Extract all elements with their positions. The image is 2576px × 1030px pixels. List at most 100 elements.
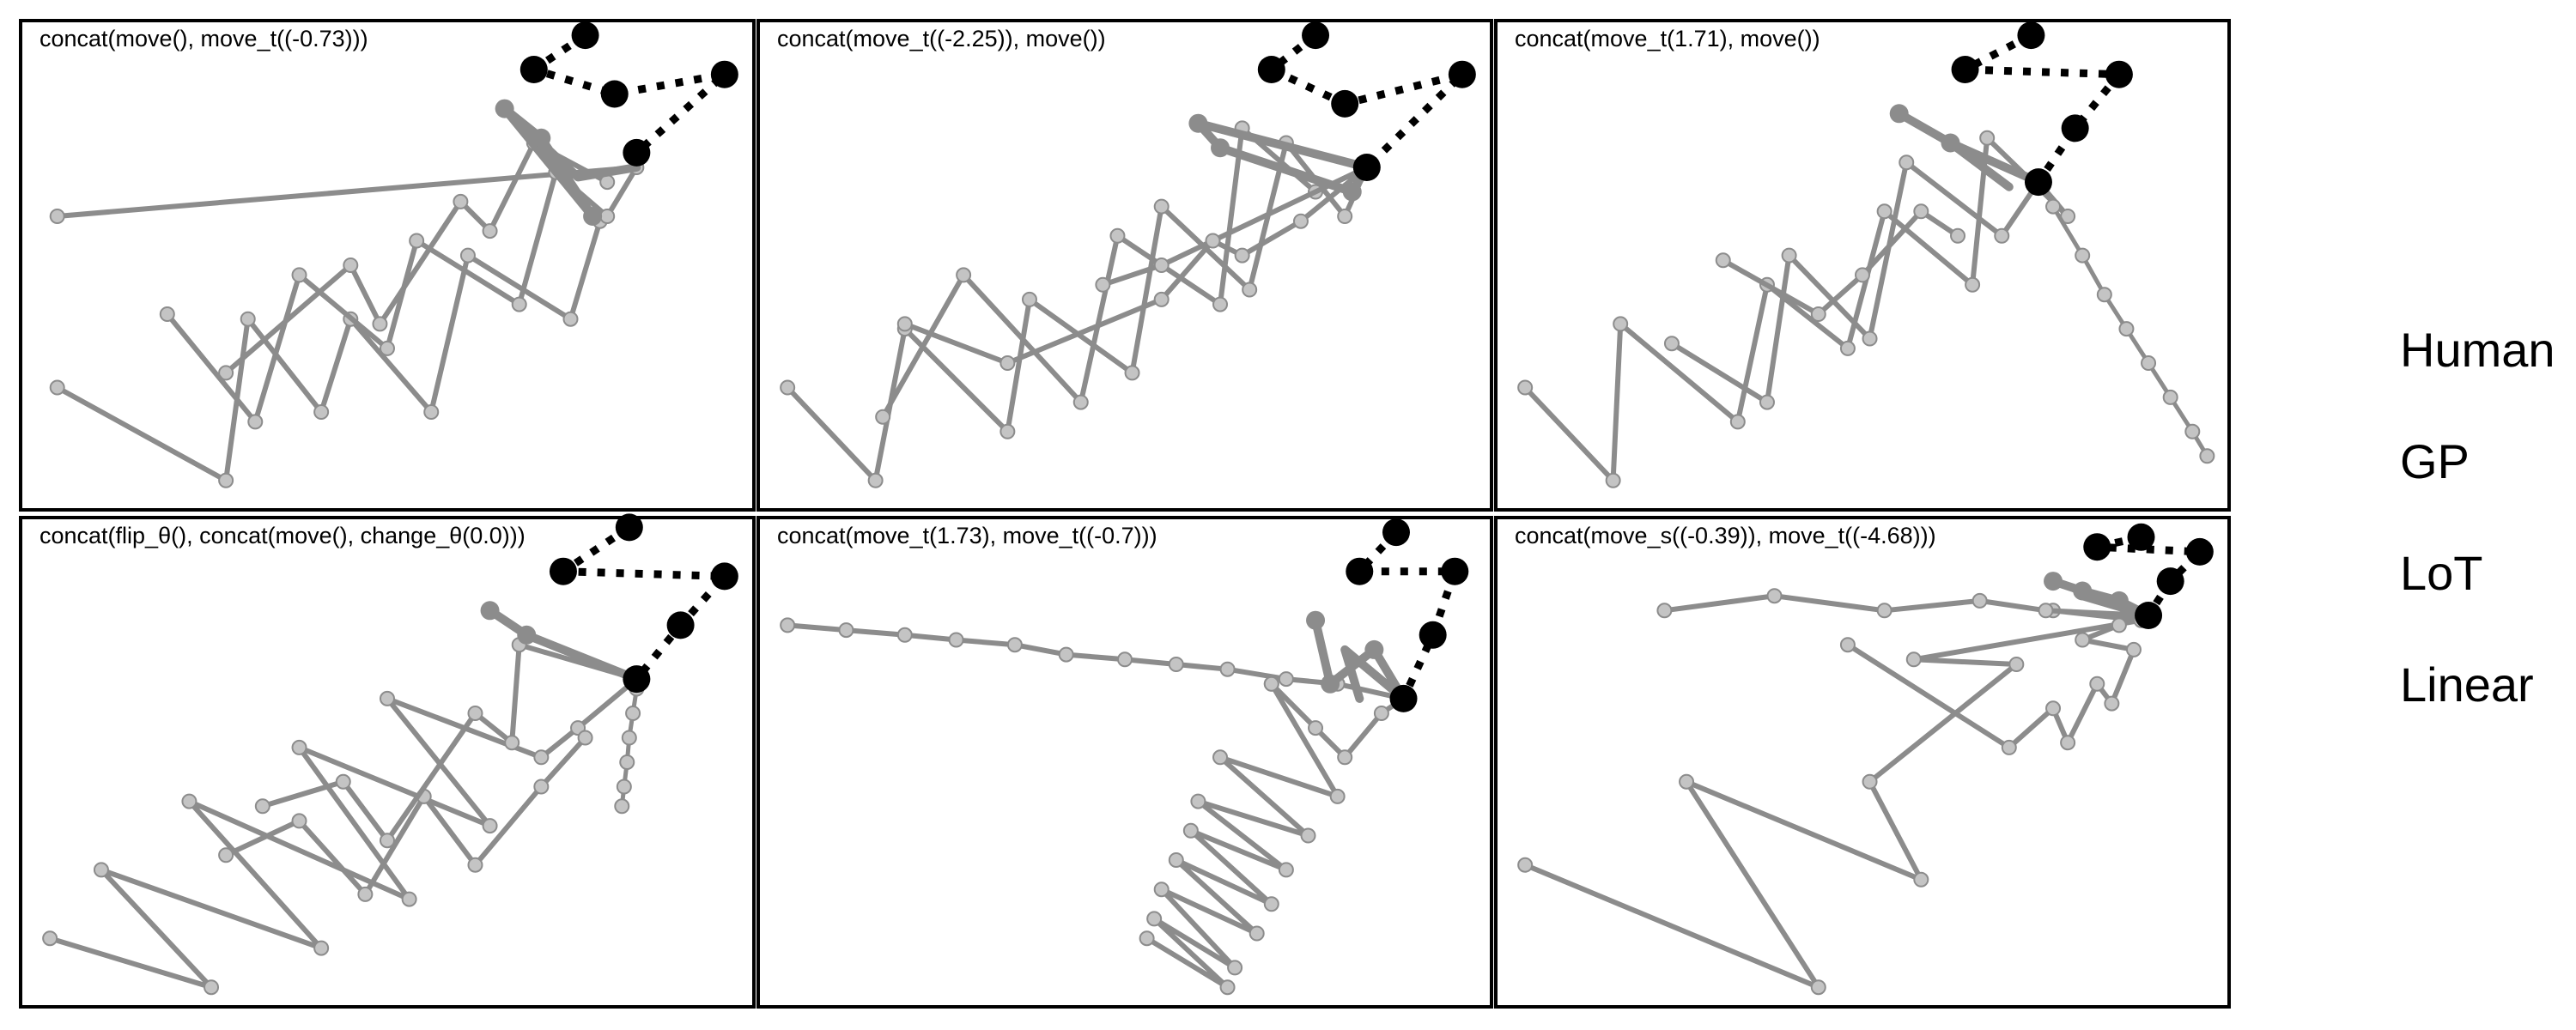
trajectory-b-point bbox=[1994, 227, 2010, 244]
trajectory-a-point bbox=[780, 379, 796, 396]
trajectory-b-point bbox=[1899, 154, 1915, 171]
trajectory-a-point bbox=[1965, 276, 1981, 293]
trajectory-a bbox=[785, 622, 1406, 701]
target-point bbox=[1448, 60, 1476, 88]
trajectory-a-point bbox=[1168, 657, 1184, 672]
trajectory-a-point bbox=[1219, 661, 1236, 677]
trajectory-c-point bbox=[2060, 735, 2076, 751]
panel-frame bbox=[19, 516, 756, 1009]
trajectory-b-point bbox=[577, 730, 593, 746]
panel-title: concat(flip_θ(), concat(move(), change_θ… bbox=[39, 523, 526, 548]
trajectory-highlight-point bbox=[1364, 639, 1384, 659]
trajectory-b-point bbox=[1862, 330, 1878, 347]
trajectory-b-point bbox=[1300, 827, 1316, 844]
target-point bbox=[2135, 602, 2163, 629]
trajectory-b-point bbox=[1278, 862, 1294, 878]
trajectory-highlight-point bbox=[1342, 182, 1362, 202]
trajectory-b-point bbox=[1139, 930, 1155, 947]
trajectory-b-point bbox=[459, 247, 476, 264]
trajectory-linear-point bbox=[2162, 389, 2178, 405]
trajectory-c-point bbox=[2104, 695, 2120, 712]
trajectory-a-point bbox=[380, 690, 395, 706]
trajectory-a-point bbox=[1278, 671, 1294, 688]
target-point bbox=[2083, 533, 2111, 561]
trajectory-c-point bbox=[2089, 676, 2105, 692]
trajectory-c-point bbox=[1855, 267, 1870, 283]
trajectory-linear-point bbox=[616, 779, 632, 795]
trajectory-c-point bbox=[1950, 227, 1966, 244]
trajectory-b-point bbox=[1656, 603, 1673, 619]
trajectory-b-point bbox=[1109, 227, 1126, 244]
panel-frame bbox=[756, 19, 1493, 512]
trajectory-a-point bbox=[1517, 379, 1534, 396]
trajectory-c-point bbox=[511, 296, 527, 312]
trajectory-c-point bbox=[2075, 632, 2091, 648]
trajectory-c-point bbox=[1839, 637, 1856, 653]
trajectory-b-point bbox=[1212, 296, 1229, 312]
trajectory-a-point bbox=[453, 193, 469, 209]
trajectory-figure: concat(move(), move_t((-0.73))) concat(mo… bbox=[19, 19, 2231, 1009]
target-point bbox=[666, 611, 695, 639]
target-point bbox=[1419, 621, 1447, 649]
target-point bbox=[2061, 114, 2089, 142]
trajectory-c-point bbox=[335, 773, 351, 790]
trajectory-a-point bbox=[1862, 773, 1878, 790]
trajectory-linear-point bbox=[2045, 198, 2062, 215]
trajectory-b bbox=[1662, 593, 2152, 618]
target-point bbox=[615, 513, 643, 542]
trajectory-b-point bbox=[313, 404, 330, 420]
trajectory-b bbox=[880, 125, 1370, 420]
trajectory-a bbox=[47, 676, 640, 991]
trajectory-b-point bbox=[1249, 925, 1265, 942]
panel-title: concat(move(), move_t((-0.73))) bbox=[39, 26, 368, 52]
trajectory-c-point bbox=[1153, 258, 1170, 273]
trajectory-a-point bbox=[1913, 871, 1929, 888]
target-point bbox=[2127, 523, 2155, 551]
trajectory-c-point bbox=[2125, 641, 2142, 657]
trajectory-b-point bbox=[1146, 911, 1163, 927]
trajectory-linear-point bbox=[621, 730, 637, 746]
trajectory-c-point bbox=[2111, 617, 2127, 633]
target-point bbox=[519, 56, 548, 83]
trajectory-highlight-point bbox=[1188, 113, 1208, 133]
trajectory-a-point bbox=[482, 223, 498, 239]
panel-2: concat(move_t((-2.25)), move()) bbox=[756, 19, 1493, 512]
trajectory-b-point bbox=[1781, 247, 1797, 264]
trajectory-b-point bbox=[1759, 394, 1775, 410]
trajectory-linear-point bbox=[2184, 423, 2201, 439]
trajectory-a-point bbox=[780, 617, 796, 633]
trajectory-highlight bbox=[1311, 615, 1408, 703]
trajectory-a-point bbox=[1006, 637, 1023, 653]
trajectory-highlight-point bbox=[1889, 104, 1909, 124]
trajectory-a-point bbox=[1839, 340, 1856, 356]
trajectory-b-point bbox=[875, 409, 891, 425]
trajectory-a-point bbox=[2008, 657, 2025, 672]
target-point bbox=[1441, 557, 1469, 585]
panel-3: concat(move_t(1.71), move()) bbox=[1494, 19, 2231, 512]
trajectory-b-point bbox=[218, 847, 234, 863]
panel-title: concat(move_t(1.73), move_t((-0.7))) bbox=[777, 523, 1157, 548]
target-point bbox=[623, 138, 651, 167]
legend-gp: GP bbox=[2400, 434, 2470, 488]
trajectory-highlight-point bbox=[517, 625, 537, 645]
trajectory-a-point bbox=[1876, 203, 1893, 220]
trajectory-c-point bbox=[896, 316, 913, 332]
trajectory-c-point bbox=[380, 833, 395, 849]
trajectory-c-point bbox=[1263, 676, 1279, 692]
target-point bbox=[571, 21, 599, 50]
panel-frame bbox=[1494, 19, 2231, 512]
trajectory-highlight-point bbox=[480, 601, 500, 621]
trajectory-c-point bbox=[599, 209, 616, 224]
trajectory-c-point bbox=[2045, 700, 2062, 717]
trajectory-highlight-point bbox=[1941, 133, 1960, 153]
trajectory-b-point bbox=[1766, 588, 1783, 604]
trajectory-linear-point bbox=[619, 754, 635, 770]
trajectory-a-point bbox=[218, 365, 234, 381]
trajectory-b-point bbox=[423, 404, 440, 420]
trajectory-highlight-point bbox=[1306, 610, 1326, 630]
trajectory-c-point bbox=[1153, 291, 1170, 307]
trajectory-b-point bbox=[1329, 788, 1346, 804]
trajectory-b-point bbox=[1168, 852, 1184, 868]
trajectory-b-point bbox=[357, 886, 374, 902]
trajectory-b-point bbox=[562, 311, 579, 327]
